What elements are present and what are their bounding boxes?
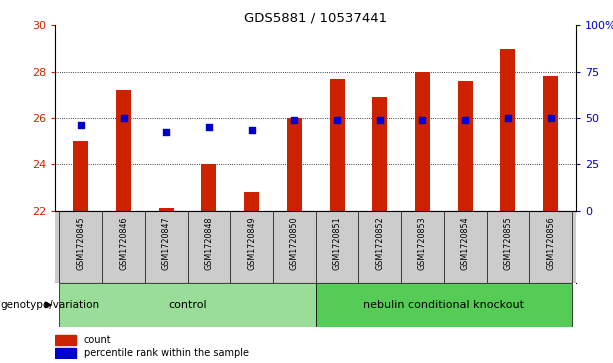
Point <box>204 124 214 130</box>
Bar <box>287 118 302 211</box>
Text: GSM1720849: GSM1720849 <box>247 216 256 270</box>
Text: GSM1720850: GSM1720850 <box>290 216 299 270</box>
Point <box>503 115 513 121</box>
Point <box>546 115 555 121</box>
Text: GSM1720854: GSM1720854 <box>461 216 470 270</box>
Point <box>161 129 171 135</box>
Bar <box>500 49 516 211</box>
Bar <box>244 192 259 211</box>
Point <box>76 122 86 128</box>
Text: GSM1720853: GSM1720853 <box>418 216 427 270</box>
Title: GDS5881 / 10537441: GDS5881 / 10537441 <box>244 11 387 24</box>
Point <box>460 117 470 123</box>
Bar <box>55 335 76 345</box>
Text: control: control <box>168 300 207 310</box>
Bar <box>330 79 345 211</box>
Point <box>332 117 342 123</box>
Text: count: count <box>84 335 112 345</box>
Bar <box>202 164 216 211</box>
Bar <box>116 90 131 211</box>
Text: percentile rank within the sample: percentile rank within the sample <box>84 348 249 358</box>
Text: GSM1720852: GSM1720852 <box>375 216 384 270</box>
Text: nebulin conditional knockout: nebulin conditional knockout <box>364 300 524 310</box>
Bar <box>543 76 558 211</box>
Bar <box>159 208 173 211</box>
Bar <box>74 141 88 211</box>
Bar <box>458 81 473 211</box>
Text: GSM1720847: GSM1720847 <box>162 216 170 270</box>
Point <box>246 127 256 132</box>
Text: GSM1720855: GSM1720855 <box>503 216 512 270</box>
Point <box>118 115 128 121</box>
Text: GSM1720851: GSM1720851 <box>332 216 341 270</box>
Point <box>375 117 385 123</box>
Bar <box>415 72 430 211</box>
Text: GSM1720846: GSM1720846 <box>119 216 128 270</box>
Bar <box>372 97 387 211</box>
Text: GSM1720845: GSM1720845 <box>76 216 85 270</box>
Text: GSM1720856: GSM1720856 <box>546 216 555 270</box>
Point <box>417 117 427 123</box>
Bar <box>316 283 572 327</box>
Bar <box>59 283 316 327</box>
Point <box>289 117 299 123</box>
Text: genotype/variation: genotype/variation <box>0 300 99 310</box>
Text: GSM1720848: GSM1720848 <box>204 216 213 270</box>
Bar <box>55 348 76 358</box>
